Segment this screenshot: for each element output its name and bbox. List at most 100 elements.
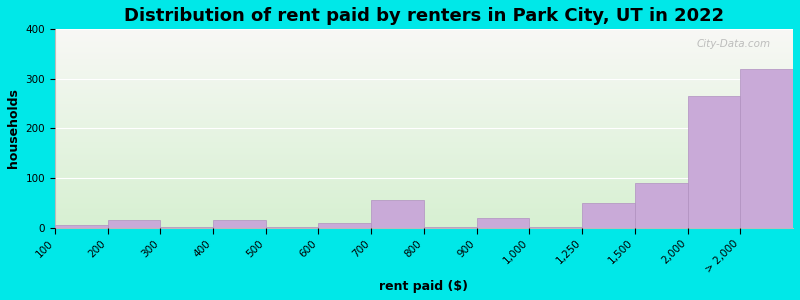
Bar xyxy=(55,73,793,74)
Bar xyxy=(55,47,793,48)
Bar xyxy=(55,149,793,150)
Bar xyxy=(55,122,793,124)
Bar xyxy=(55,190,793,191)
Bar xyxy=(55,67,793,68)
X-axis label: rent paid ($): rent paid ($) xyxy=(379,280,469,293)
Bar xyxy=(55,172,793,173)
Bar xyxy=(55,66,793,67)
Bar xyxy=(55,150,793,151)
Bar xyxy=(55,152,793,153)
Bar xyxy=(55,97,793,98)
Bar xyxy=(55,93,793,94)
Bar xyxy=(55,196,793,197)
Bar xyxy=(55,53,793,54)
Bar xyxy=(55,216,793,217)
Bar xyxy=(55,108,793,109)
Bar xyxy=(55,87,793,88)
Bar xyxy=(582,203,635,228)
Bar xyxy=(55,226,793,227)
Bar xyxy=(55,174,793,175)
Bar xyxy=(55,161,793,162)
Bar xyxy=(55,203,793,204)
Bar xyxy=(55,191,793,192)
Bar xyxy=(55,128,793,130)
Bar xyxy=(55,94,793,95)
Bar xyxy=(55,219,793,220)
Bar xyxy=(55,41,793,42)
Bar xyxy=(55,213,793,214)
Bar xyxy=(55,112,793,114)
Bar xyxy=(55,60,793,61)
Bar xyxy=(55,95,793,96)
Bar xyxy=(55,199,793,200)
Bar xyxy=(55,84,793,85)
Bar xyxy=(55,114,793,115)
Bar xyxy=(55,207,793,208)
Bar xyxy=(55,106,793,108)
Bar xyxy=(55,186,793,187)
Bar xyxy=(55,147,793,148)
Bar xyxy=(55,43,793,44)
Bar xyxy=(55,138,793,140)
Bar xyxy=(55,134,793,135)
Bar xyxy=(371,200,424,228)
Bar xyxy=(55,136,793,137)
Bar xyxy=(55,48,793,49)
Bar xyxy=(55,55,793,56)
Bar xyxy=(55,85,793,86)
Y-axis label: households: households xyxy=(7,88,20,168)
Bar xyxy=(55,42,793,43)
Bar xyxy=(55,100,793,101)
Bar xyxy=(55,182,793,183)
Bar xyxy=(55,45,793,46)
Bar xyxy=(55,158,793,159)
Bar xyxy=(55,74,793,75)
Bar xyxy=(55,83,793,84)
Bar xyxy=(55,202,793,203)
Bar xyxy=(55,164,793,165)
Bar xyxy=(55,153,793,154)
Bar xyxy=(55,69,793,70)
Bar xyxy=(635,183,687,228)
Bar xyxy=(55,104,793,105)
Bar xyxy=(55,98,793,99)
Bar xyxy=(55,179,793,180)
Bar xyxy=(55,215,793,216)
Bar xyxy=(55,192,793,193)
Bar xyxy=(55,64,793,65)
Bar xyxy=(55,210,793,211)
Bar xyxy=(55,118,793,119)
Bar xyxy=(55,35,793,36)
Bar xyxy=(55,154,793,155)
Bar xyxy=(55,30,793,31)
Bar xyxy=(55,181,793,182)
Bar xyxy=(55,125,793,127)
Bar xyxy=(266,227,318,228)
Bar xyxy=(740,69,793,228)
Bar xyxy=(55,193,793,194)
Bar xyxy=(55,220,793,221)
Bar xyxy=(55,180,793,181)
Bar xyxy=(55,211,793,212)
Bar xyxy=(55,111,793,112)
Bar xyxy=(55,204,793,205)
Bar xyxy=(107,220,160,228)
Bar xyxy=(55,119,793,121)
Bar xyxy=(55,141,793,142)
Bar xyxy=(55,155,793,156)
Bar xyxy=(55,127,793,128)
Bar xyxy=(55,184,793,185)
Bar xyxy=(55,101,793,102)
Bar xyxy=(55,90,793,91)
Bar xyxy=(55,132,793,134)
Bar xyxy=(55,62,793,63)
Bar xyxy=(55,221,793,222)
Bar xyxy=(55,209,793,210)
Bar xyxy=(55,68,793,69)
Bar xyxy=(55,224,793,225)
Bar xyxy=(55,59,793,60)
Bar xyxy=(55,49,793,50)
Bar xyxy=(55,82,793,83)
Bar xyxy=(55,200,793,201)
Bar xyxy=(687,96,740,228)
